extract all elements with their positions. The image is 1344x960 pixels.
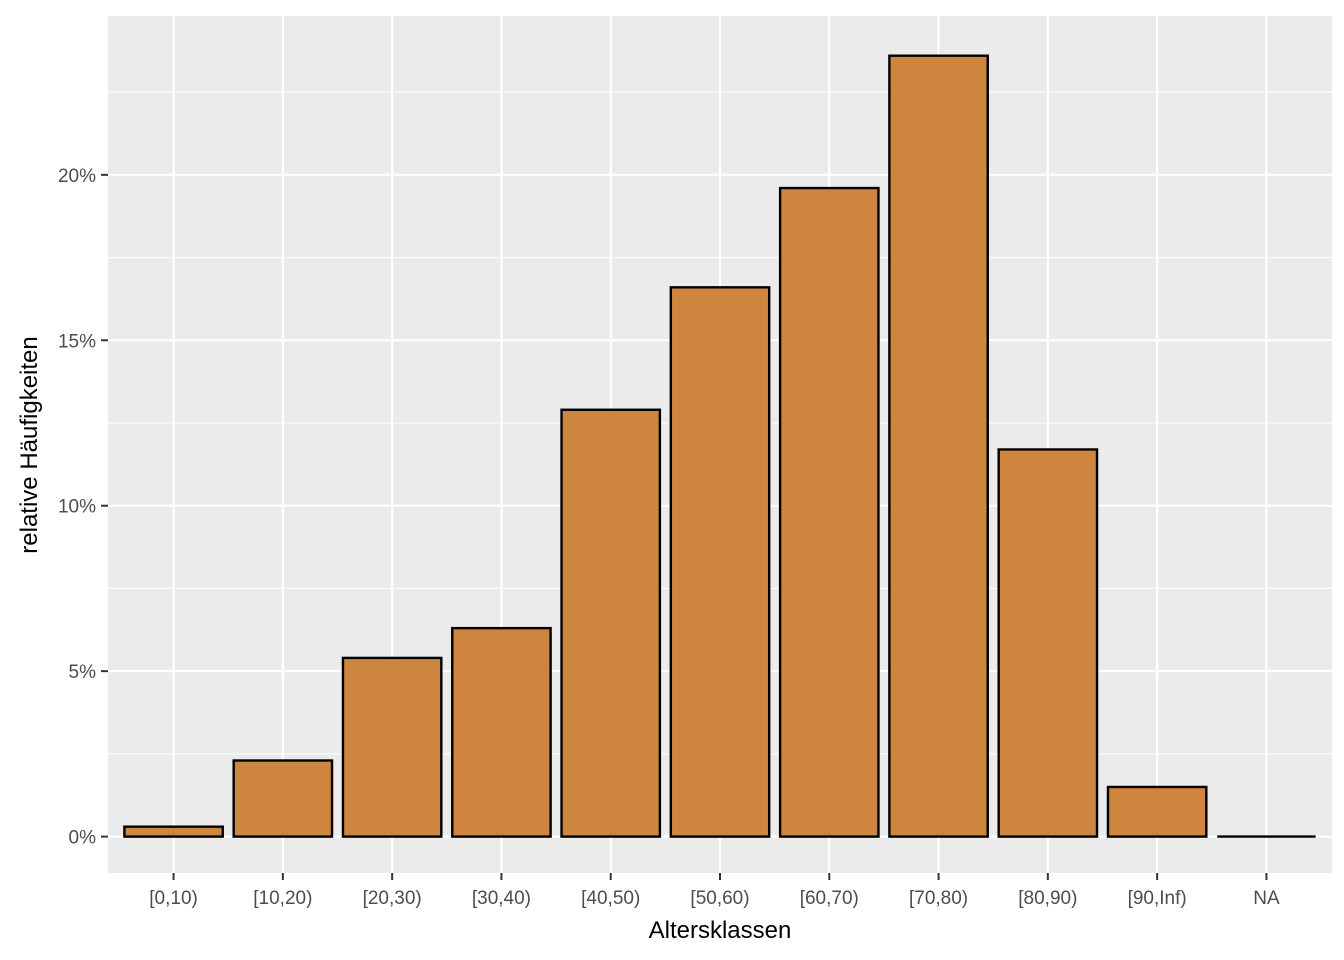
bar-[30,40) <box>451 626 552 838</box>
x-axis: [0,10) [10,20) [20,30) [30,40) [40,50) [50,60… <box>149 873 1280 909</box>
bar-[20,30) <box>341 656 443 838</box>
bar-[70,80) <box>888 54 989 838</box>
x-tick-label: [60,70) <box>800 888 859 909</box>
bars <box>123 54 1316 838</box>
y-tick-label: 5% <box>69 662 97 683</box>
bar-[80,90) <box>997 448 1099 838</box>
bar-[10,20) <box>232 759 334 838</box>
x-tick-label: [70,80) <box>909 888 968 909</box>
y-tick-label: 0% <box>69 828 97 849</box>
y-tick-label: 10% <box>58 497 96 518</box>
bar-[40,50) <box>560 408 662 838</box>
y-tick-label: 20% <box>58 166 96 187</box>
x-tick-label: [20,30) <box>363 888 422 909</box>
x-tick-label: [30,40) <box>472 888 531 909</box>
bar-[50,60) <box>669 286 771 838</box>
x-tick-label: [0,10) <box>149 888 198 909</box>
x-tick-label: [10,20) <box>253 888 312 909</box>
y-axis: 0% 5% 10% 15% 20% <box>58 166 108 849</box>
x-tick-label: [40,50) <box>581 888 640 909</box>
y-tick-label: 15% <box>58 331 96 352</box>
x-axis-title: Altersklassen <box>649 917 792 944</box>
x-tick-label: [90,Inf) <box>1128 888 1187 909</box>
bar-[90,Inf) <box>1106 785 1208 838</box>
x-tick-label: NA <box>1253 888 1280 909</box>
y-axis-title: relative Häufigkeiten <box>16 336 43 553</box>
x-tick-label: [80,90) <box>1018 888 1077 909</box>
x-tick-label: [50,60) <box>690 888 749 909</box>
bar-[60,70) <box>778 186 880 838</box>
bar-[0,10) <box>123 825 224 838</box>
